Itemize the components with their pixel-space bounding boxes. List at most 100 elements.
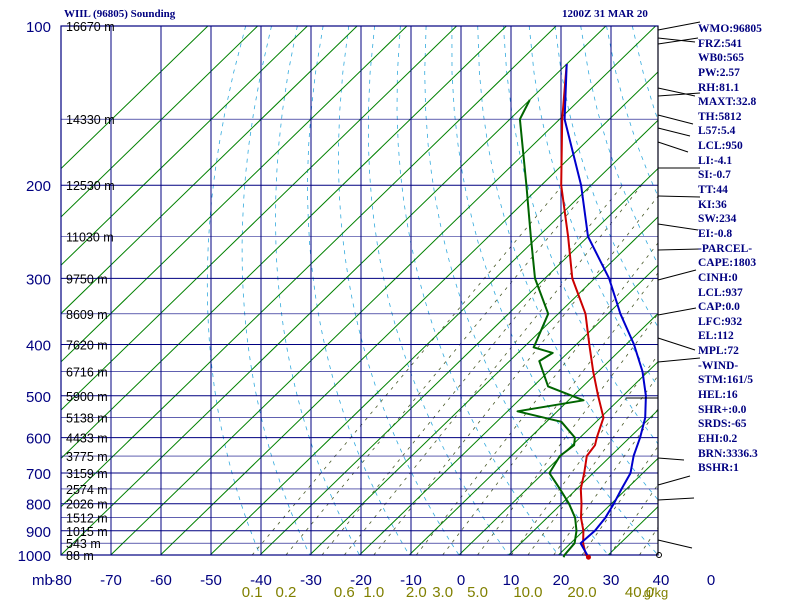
height-label: 3775 m (66, 450, 108, 464)
mixing-ratio-label: 5.0 (467, 584, 488, 600)
dry-adiabat (307, 26, 410, 555)
series-layer (516, 63, 647, 560)
isotherm-line (61, 26, 607, 555)
wind-barb (657, 248, 701, 251)
isotherm-line (458, 361, 658, 555)
wind-barb (657, 539, 693, 549)
mixing-ratio-label: 10.0 (513, 584, 542, 600)
mixing-ratio-label: 1.0 (363, 584, 384, 600)
index-item: HEL:16 (698, 389, 738, 402)
plot-frame (60, 25, 659, 556)
chart-time: 1200Z 31 MAR 20 (562, 8, 648, 20)
index-item: TH:5812 (698, 110, 742, 123)
temperature-tick-label: -60 (150, 572, 172, 589)
isotherm-line (160, 71, 658, 555)
index-item: -PARCEL- (698, 242, 753, 255)
isotherm-line (61, 26, 507, 460)
index-item: LFC:932 (698, 315, 743, 328)
surface-point (585, 554, 591, 560)
mixing-ratio-label: 20.0 (567, 584, 596, 600)
wind-barb (657, 457, 685, 461)
wind-barb (657, 357, 701, 363)
mixing-ratio-label: 40.0 (625, 584, 654, 600)
height-label: 14330 m (66, 113, 115, 127)
grid-layer (60, 25, 659, 556)
height-label: 88 m (66, 549, 94, 563)
dry-adiabat (275, 26, 360, 555)
height-label: 11030 m (66, 231, 114, 245)
mixing-ratio-unit: g/kg (644, 585, 669, 600)
isotherm-line (309, 216, 658, 555)
isotherm-line (408, 312, 658, 555)
isotherm-line (61, 26, 308, 266)
wind-barb (657, 307, 697, 316)
pressure-tick-label: 400 (26, 337, 51, 354)
isotherm-line (61, 26, 358, 315)
wind-barb (657, 87, 696, 97)
wind-barb (657, 337, 696, 351)
isotherm-line (259, 167, 658, 555)
mixing-ratio-line (415, 242, 658, 555)
height-label: 2574 m (66, 483, 108, 497)
pressure-tick-label: 200 (26, 178, 51, 195)
isotherm-line (61, 26, 557, 508)
height-label: 543 m (66, 537, 101, 551)
mixing-ratio-line (285, 184, 592, 555)
index-item: BSHR:1 (698, 462, 739, 475)
index-item: STM:161/5 (698, 374, 753, 387)
temperature-tick-label: 40 (653, 572, 670, 589)
isotherm-line (61, 26, 209, 170)
dry-adiabat (396, 26, 559, 555)
mixing-ratio-line (373, 195, 658, 555)
mixing-ratio-line (442, 272, 658, 555)
mixing-ratio-line (344, 184, 642, 555)
temperature-tick-label: 0 (457, 572, 465, 589)
temperature-tick-label: 20 (553, 572, 570, 589)
mixing-ratio-label: 3.0 (432, 584, 453, 600)
temperature-tick-label: 0 (707, 572, 715, 589)
index-item: WB0:565 (698, 52, 744, 65)
pressure-tick-label: 600 (26, 431, 51, 448)
index-item: LCL:937 (698, 286, 743, 299)
wind-barb (657, 497, 695, 501)
dry-adiabat (424, 26, 609, 555)
pressure-tick-label: 100 (26, 19, 51, 36)
height-label: 3159 m (66, 467, 108, 481)
temperature-tick-label: -80 (50, 572, 72, 589)
temperature-tick-label: -10 (400, 572, 422, 589)
wind-barb (657, 114, 694, 125)
height-label: 8609 m (66, 308, 108, 322)
height-label: 7620 m (66, 338, 108, 352)
height-label: 1015 m (66, 525, 108, 539)
index-item: SI:-0.7 (698, 169, 731, 182)
pressure-unit-label: mb (32, 572, 53, 589)
index-item: MAXT:32.8 (698, 96, 757, 109)
isotherm-line (209, 119, 658, 555)
chart-title: WIIL (96805) Sounding (64, 8, 176, 20)
index-item: EL:112 (698, 330, 734, 343)
isotherm-line (359, 264, 658, 555)
wind-barb (657, 37, 699, 45)
height-label: 5900 m (66, 390, 108, 404)
index-item: LCL:950 (698, 140, 743, 153)
index-item: CINH:0 (698, 271, 738, 284)
mixing-ratio-label: 0.1 (242, 584, 263, 600)
isotherm-line (61, 26, 408, 363)
index-item: SRDS:-65 (698, 418, 747, 431)
pressure-tick-label: 500 (26, 389, 51, 406)
wind-barb (657, 269, 697, 281)
height-label: 16670 m (66, 20, 115, 34)
parcel-profile (563, 63, 647, 558)
pressure-tick-label: 700 (26, 466, 51, 483)
isotherm-line (558, 457, 658, 555)
temperature-tick-label: 10 (503, 572, 520, 589)
index-item: BRN:3336.3 (698, 447, 758, 460)
index-item: MPL:72 (698, 345, 739, 358)
index-item: CAPE:1803 (698, 257, 757, 270)
wind-barb (657, 37, 696, 43)
wind-barb (657, 21, 701, 31)
height-label: 9750 m (66, 272, 108, 286)
height-label: 1512 m (66, 512, 108, 526)
temperature-tick-label: -20 (350, 572, 372, 589)
